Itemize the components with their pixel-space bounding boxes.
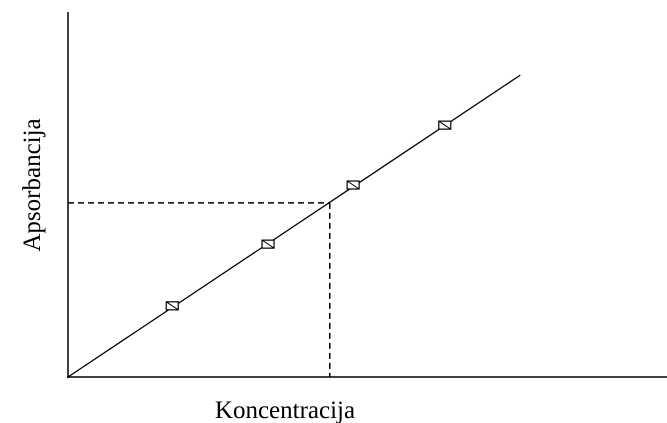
y-axis-label: Apsorbancija	[19, 118, 46, 251]
x-axis-label: Koncentracija	[215, 397, 355, 423]
data-point	[438, 120, 452, 130]
data-point	[261, 239, 275, 249]
data-point	[165, 301, 179, 311]
marker-cross	[438, 120, 452, 130]
marker-cross	[165, 301, 179, 311]
data-point	[346, 180, 360, 190]
fit-line	[67, 74, 521, 378]
marker-cross	[346, 180, 360, 190]
marker-cross	[261, 239, 275, 249]
